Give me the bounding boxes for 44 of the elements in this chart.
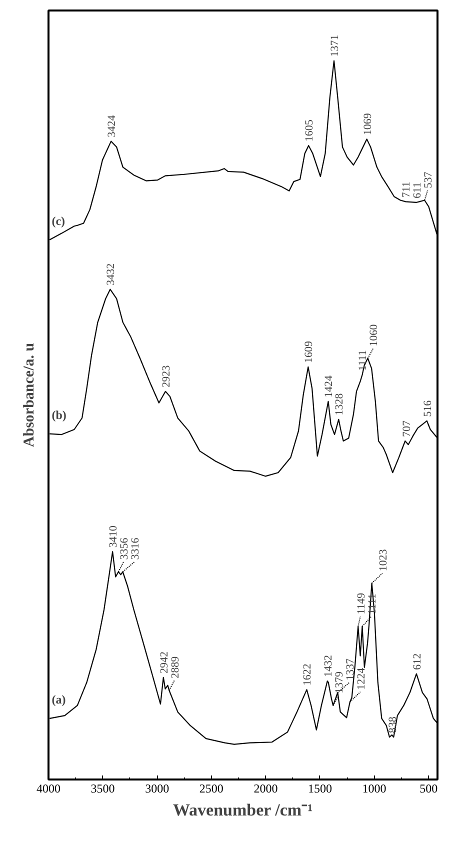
series-label: (c) [52, 214, 66, 228]
annotation: 1432 [322, 655, 334, 678]
annotation: 3432 [105, 263, 118, 286]
annotation: 1069 [362, 112, 374, 136]
annotation: 1060 [368, 324, 380, 346]
x-tick-label: 2500 [199, 782, 224, 796]
annotation: 2942 [158, 651, 170, 674]
annotation: 838 [386, 716, 399, 734]
annotation: 2889 [169, 656, 182, 678]
annotation: 3316 [130, 537, 142, 560]
x-axis-title: Wavenumber /cm⁻¹ [173, 800, 313, 820]
annotation: 711 [400, 182, 413, 198]
series-label: (b) [52, 408, 66, 422]
x-tick-label: 1000 [362, 782, 386, 796]
annotation: 1424 [323, 374, 336, 398]
y-axis-title: Absorbance/a. u [22, 342, 38, 448]
annotation: 1379 [333, 670, 346, 694]
annotation: 707 [401, 420, 414, 437]
annotation: 3410 [108, 525, 120, 548]
annotation: 537 [422, 171, 435, 188]
annotation: 1337 [344, 658, 356, 681]
annotation: 1328 [334, 392, 346, 416]
x-tick-label: 1500 [308, 782, 332, 796]
annotation: 1609 [303, 340, 316, 363]
x-tick-label: 500 [420, 782, 438, 796]
annotation: 3356 [118, 537, 131, 560]
annotation: 1111 [357, 350, 370, 371]
annotation: 2923 [160, 364, 172, 388]
annotation: 612 [411, 653, 424, 670]
x-tick-label: 4000 [36, 782, 60, 796]
annotation: 1371 [329, 34, 342, 57]
annotation: 1224 [355, 667, 368, 690]
annotation: 1111 [366, 594, 378, 614]
annotation: 1605 [304, 119, 316, 142]
series-label: (a) [52, 692, 66, 706]
annotation: 1023 [377, 548, 390, 572]
x-tick-label: 3000 [145, 782, 170, 796]
annotation: 611 [412, 182, 424, 198]
x-tick-label: 2000 [254, 782, 278, 796]
x-tick-label: 3500 [90, 782, 115, 796]
annotation: 1622 [302, 664, 314, 686]
annotation: 516 [422, 400, 434, 417]
annotation: 3424 [106, 114, 118, 138]
annotation: 1149 [355, 592, 368, 614]
